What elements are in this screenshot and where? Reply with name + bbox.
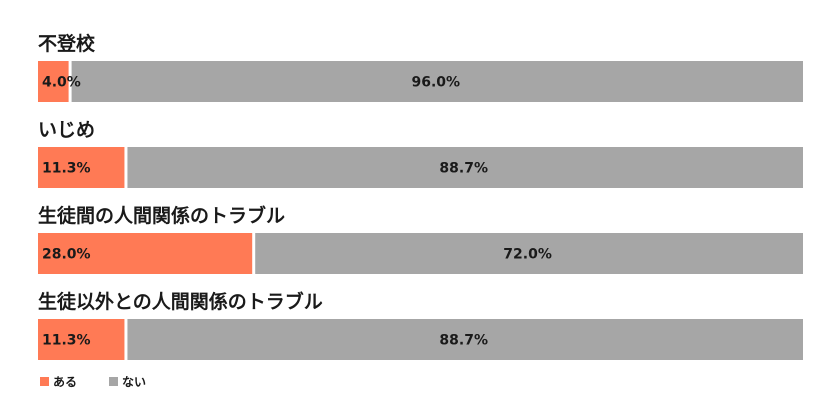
data-label: 88.7% bbox=[439, 161, 488, 177]
bar-segment-ない bbox=[127, 147, 803, 188]
category-label: 不登校 bbox=[38, 32, 96, 55]
legend-swatch-ある bbox=[40, 377, 49, 386]
data-label: 11.3% bbox=[42, 333, 91, 349]
category-label: いじめ bbox=[38, 119, 95, 141]
category-label: 生徒間の人間関係のトラブル bbox=[38, 204, 285, 227]
data-label: 88.7% bbox=[439, 333, 488, 349]
data-label: 11.3% bbox=[42, 161, 91, 177]
legend-swatch-ない bbox=[109, 377, 118, 386]
legend-label: ある bbox=[53, 375, 77, 389]
data-label: 4.0% bbox=[42, 75, 81, 91]
bar-segment-ある bbox=[38, 319, 125, 360]
bar-segment-ない bbox=[255, 233, 803, 274]
bar-segment-ある bbox=[38, 147, 125, 188]
data-label: 96.0% bbox=[412, 75, 461, 91]
bar-segment-ある bbox=[38, 61, 69, 102]
data-label: 72.0% bbox=[503, 247, 552, 263]
bar-segment-ない bbox=[127, 319, 803, 360]
bar-segment-ない bbox=[71, 61, 804, 102]
category-label: 生徒以外との人間関係のトラブル bbox=[38, 290, 323, 313]
data-label: 28.0% bbox=[42, 247, 91, 263]
legend-label: ない bbox=[122, 375, 146, 389]
bar-segment-ある bbox=[38, 233, 253, 274]
